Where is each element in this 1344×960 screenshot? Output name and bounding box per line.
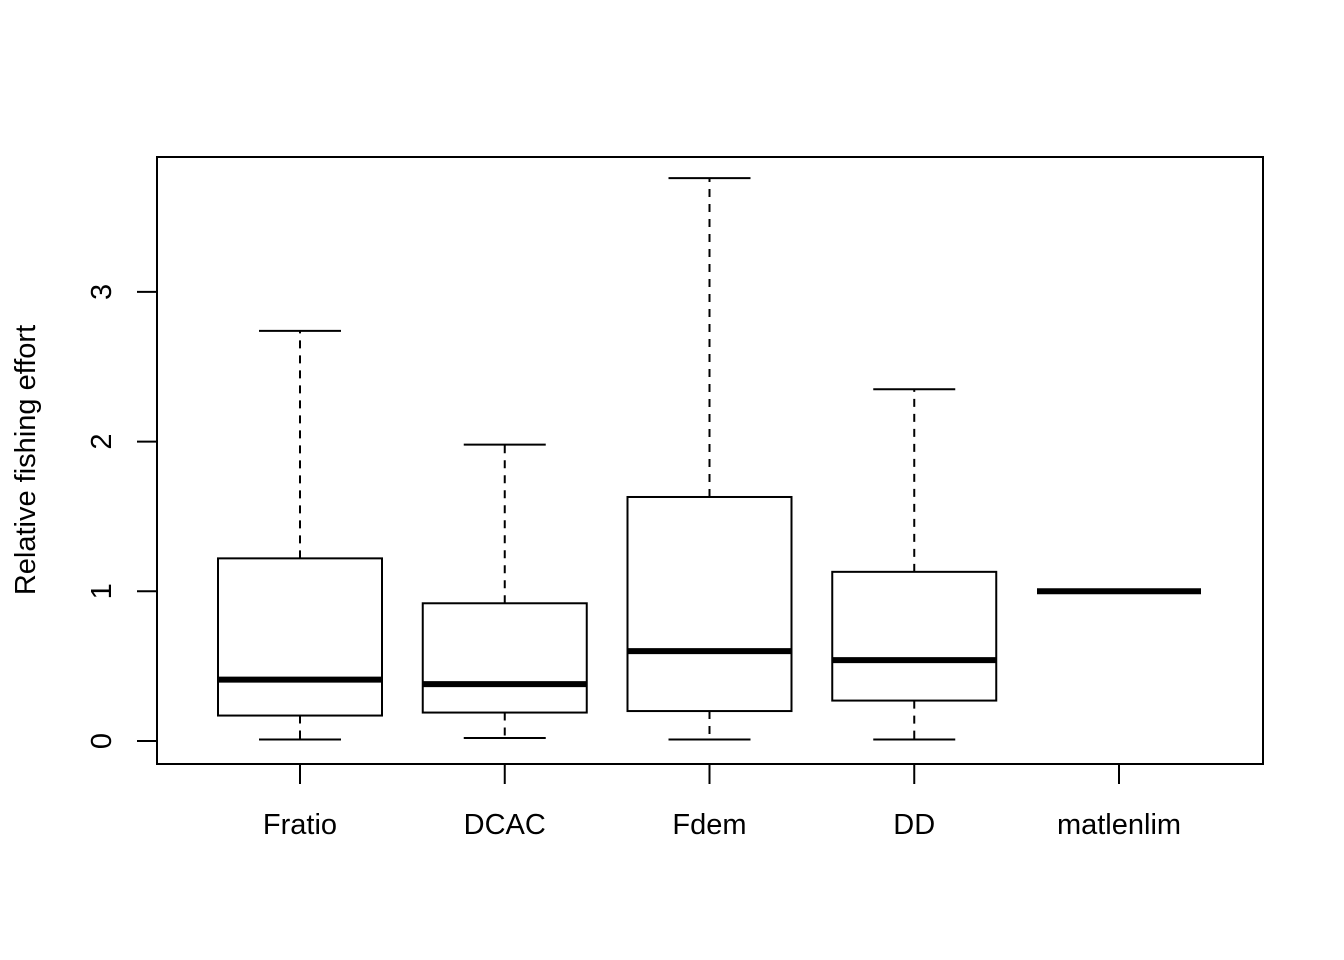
y-tick-label: 2	[86, 434, 118, 450]
x-tick-label: DD	[893, 809, 935, 841]
box-group-Fdem	[626, 177, 793, 741]
y-tick-label: 0	[86, 733, 118, 749]
box	[626, 495, 793, 713]
box	[831, 570, 998, 702]
box-group-DD	[831, 388, 998, 741]
y-axis: 0 1 2 3	[86, 284, 157, 749]
box-group-DCAC	[421, 443, 588, 740]
y-tick-label: 1	[86, 583, 118, 599]
x-tick-label: Fdem	[672, 809, 746, 841]
box	[421, 602, 588, 714]
x-tick-label: Fratio	[263, 809, 337, 841]
x-tick-label: matlenlim	[1057, 809, 1181, 841]
box	[217, 557, 383, 717]
x-tick-label: DCAC	[464, 809, 546, 841]
y-tick-label: 3	[86, 284, 118, 300]
y-axis-label: Relative fishing effort	[10, 325, 42, 595]
boxes-layer	[217, 177, 1201, 741]
x-axis: Fratio DCAC Fdem DD matlenlim	[263, 764, 1181, 841]
box-group-Fratio	[217, 329, 383, 741]
